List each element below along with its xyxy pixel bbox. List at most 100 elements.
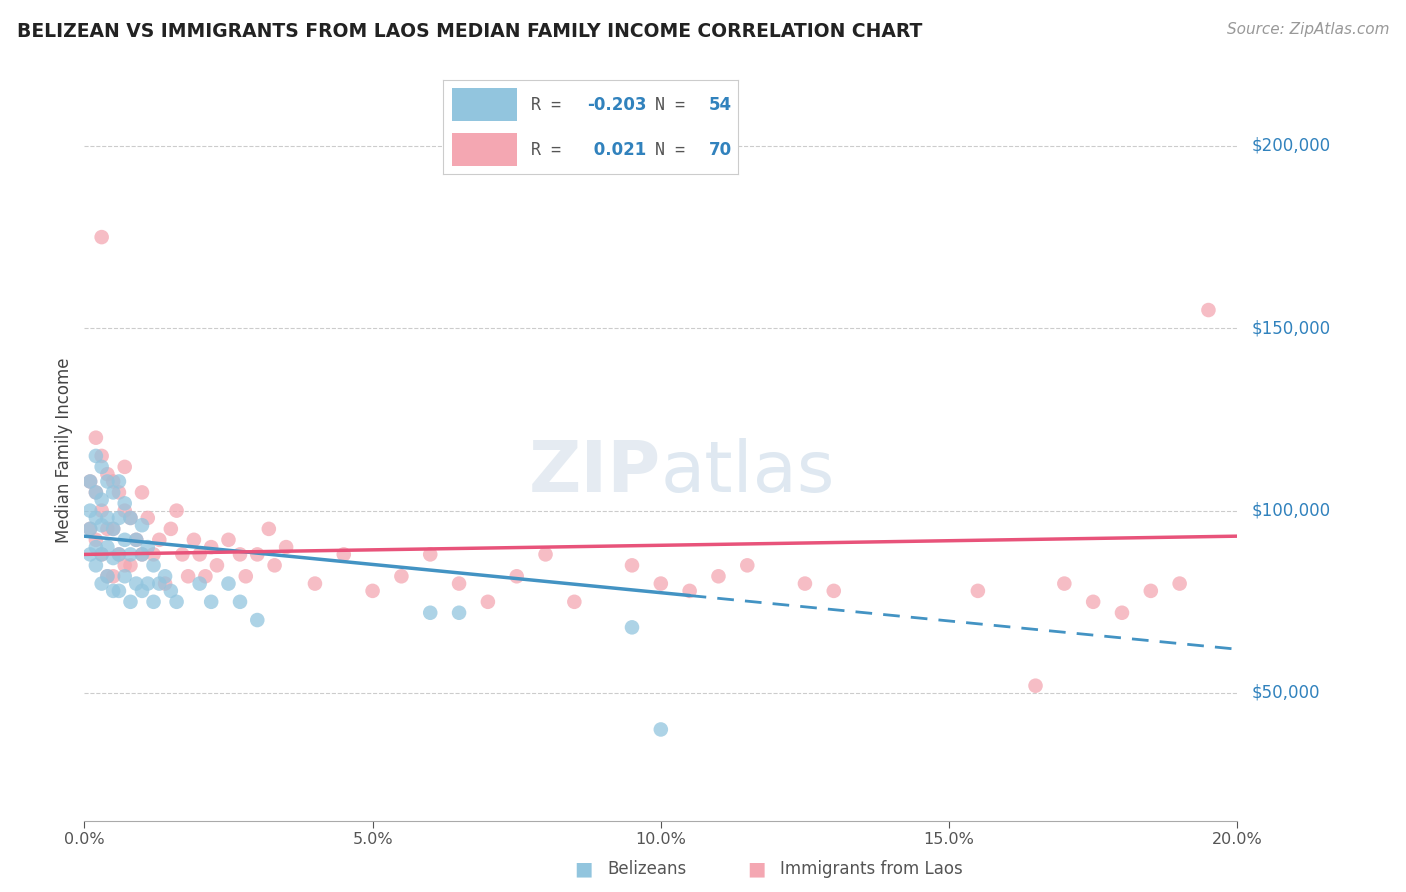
Point — [1111, 606, 1133, 620]
Point — [103, 485, 124, 500]
Point — [153, 569, 176, 583]
Point — [172, 548, 194, 562]
Point — [125, 533, 148, 547]
Point — [108, 548, 131, 562]
Point — [108, 485, 131, 500]
Point — [125, 533, 148, 547]
Point — [229, 595, 252, 609]
Point — [96, 467, 118, 482]
Point — [90, 230, 112, 244]
Text: atlas: atlas — [661, 438, 835, 508]
Text: $50,000: $50,000 — [1251, 684, 1320, 702]
Point — [160, 522, 183, 536]
Text: N =: N = — [655, 141, 696, 159]
Point — [84, 449, 107, 463]
Text: ZIP: ZIP — [529, 438, 661, 508]
Point — [114, 503, 136, 517]
Text: R =: R = — [531, 141, 571, 159]
Text: N =: N = — [655, 95, 696, 113]
Point — [108, 548, 131, 562]
Point — [142, 548, 165, 562]
Point — [707, 569, 730, 583]
Point — [90, 548, 112, 562]
Point — [131, 548, 153, 562]
Point — [84, 431, 107, 445]
Point — [235, 569, 257, 583]
Text: $100,000: $100,000 — [1251, 501, 1330, 520]
Point — [737, 558, 759, 573]
Point — [108, 511, 131, 525]
Point — [160, 583, 183, 598]
Text: 54: 54 — [709, 95, 731, 113]
Point — [108, 583, 131, 598]
Point — [90, 492, 112, 507]
Point — [534, 548, 557, 562]
Point — [194, 569, 217, 583]
Point — [506, 569, 529, 583]
Point — [96, 522, 118, 536]
Bar — [451, 133, 517, 167]
Point — [103, 522, 124, 536]
Point — [90, 548, 112, 562]
Point — [103, 551, 124, 566]
Bar — [451, 87, 517, 121]
Point — [90, 503, 112, 517]
Point — [564, 595, 586, 609]
Point — [1198, 303, 1220, 318]
Point — [1053, 576, 1076, 591]
Point — [229, 548, 252, 562]
Point — [96, 511, 118, 525]
Point — [84, 511, 107, 525]
Point — [90, 518, 112, 533]
Point — [131, 548, 153, 562]
Point — [90, 449, 112, 463]
Point — [142, 595, 165, 609]
Point — [177, 569, 200, 583]
Point — [79, 503, 101, 517]
Point — [79, 522, 101, 536]
Point — [823, 583, 845, 598]
Point — [246, 548, 269, 562]
Point — [650, 723, 672, 737]
Point — [103, 475, 124, 489]
Point — [79, 475, 101, 489]
Point — [148, 576, 170, 591]
Point — [794, 576, 817, 591]
Text: 70: 70 — [709, 141, 731, 159]
Point — [148, 533, 170, 547]
Text: $200,000: $200,000 — [1251, 137, 1330, 155]
Text: Source: ZipAtlas.com: Source: ZipAtlas.com — [1226, 22, 1389, 37]
Point — [96, 569, 118, 583]
Point — [218, 576, 240, 591]
Point — [131, 518, 153, 533]
Point — [449, 576, 471, 591]
Point — [131, 583, 153, 598]
Point — [120, 558, 142, 573]
Point — [136, 540, 159, 554]
Point — [200, 540, 222, 554]
Text: $150,000: $150,000 — [1251, 319, 1330, 337]
Point — [205, 558, 228, 573]
Point — [166, 595, 188, 609]
Point — [188, 576, 211, 591]
Point — [650, 576, 672, 591]
Point — [120, 511, 142, 525]
Text: BELIZEAN VS IMMIGRANTS FROM LAOS MEDIAN FAMILY INCOME CORRELATION CHART: BELIZEAN VS IMMIGRANTS FROM LAOS MEDIAN … — [17, 22, 922, 41]
Point — [84, 540, 107, 554]
Point — [477, 595, 499, 609]
Point — [218, 533, 240, 547]
Point — [103, 583, 124, 598]
Point — [1025, 679, 1047, 693]
Point — [188, 548, 211, 562]
Point — [621, 558, 644, 573]
Point — [136, 511, 159, 525]
Point — [166, 503, 188, 517]
Point — [103, 522, 124, 536]
Point — [200, 595, 222, 609]
Point — [136, 576, 159, 591]
Point — [679, 583, 702, 598]
Point — [114, 496, 136, 510]
Point — [257, 522, 280, 536]
Point — [246, 613, 269, 627]
Point — [90, 459, 112, 474]
